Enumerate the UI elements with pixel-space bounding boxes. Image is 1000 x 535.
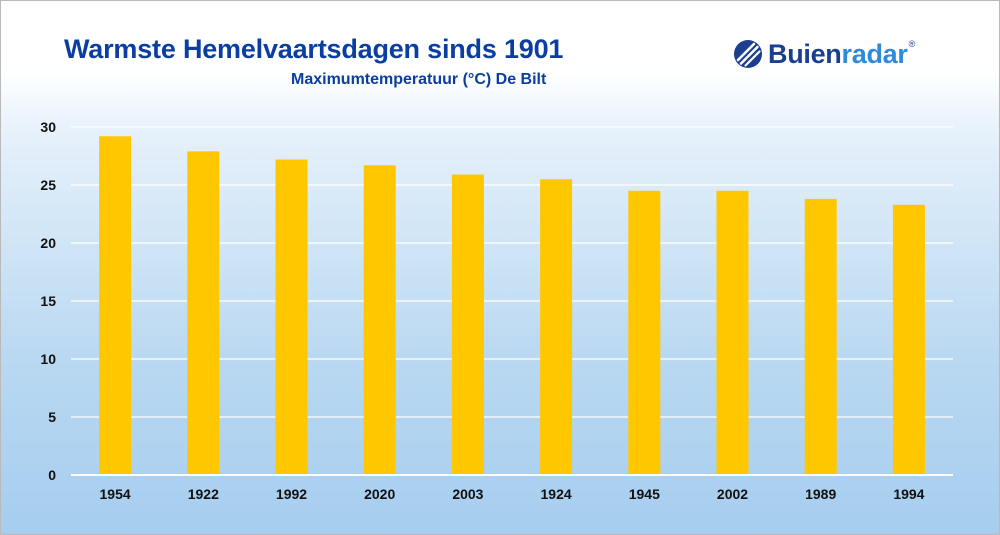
y-tick-label: 25 [40,177,56,193]
x-tick-label: 1954 [100,486,131,502]
bar-1954 [99,136,132,475]
registered-mark: ® [908,39,916,49]
y-tick-label: 30 [40,119,56,135]
y-tick-label: 0 [48,467,56,483]
bar-1922 [187,151,220,476]
x-tick-label: 1992 [276,486,307,502]
x-tick-label: 2003 [452,486,483,502]
bar-1989 [804,198,837,476]
x-tick-label: 1994 [893,486,924,502]
y-tick-label: 20 [40,235,56,251]
bar-1924 [540,179,573,475]
bar-1992 [275,159,308,476]
buienradar-logo-icon [734,40,762,68]
x-tick-label: 1924 [541,486,572,502]
x-tick-label: 1922 [188,486,219,502]
chart-title: Warmste Hemelvaartsdagen sinds 1901 [64,34,564,64]
bar-2002 [716,190,749,476]
buienradar-logo: Buienradar ® [733,37,915,71]
chart-subtitle: Maximumtemperatuur (°C) De Bilt [291,71,547,88]
bar-1945 [628,190,661,476]
x-tick-label: 1945 [629,486,660,502]
bar-2003 [451,174,484,475]
y-tick-label: 15 [40,293,56,309]
bar-2020 [363,165,396,475]
x-tick-label: 2002 [717,486,748,502]
y-tick-label: 5 [48,409,56,425]
x-tick-label: 2020 [364,486,395,502]
bar-1994 [892,204,925,475]
logo-text-radar: radar [841,39,908,69]
buienradar-logo-text: Buienradar [768,39,908,69]
x-tick-label: 1989 [805,486,836,502]
y-tick-label: 10 [40,351,56,367]
logo-text-buien: Buien [768,39,842,69]
